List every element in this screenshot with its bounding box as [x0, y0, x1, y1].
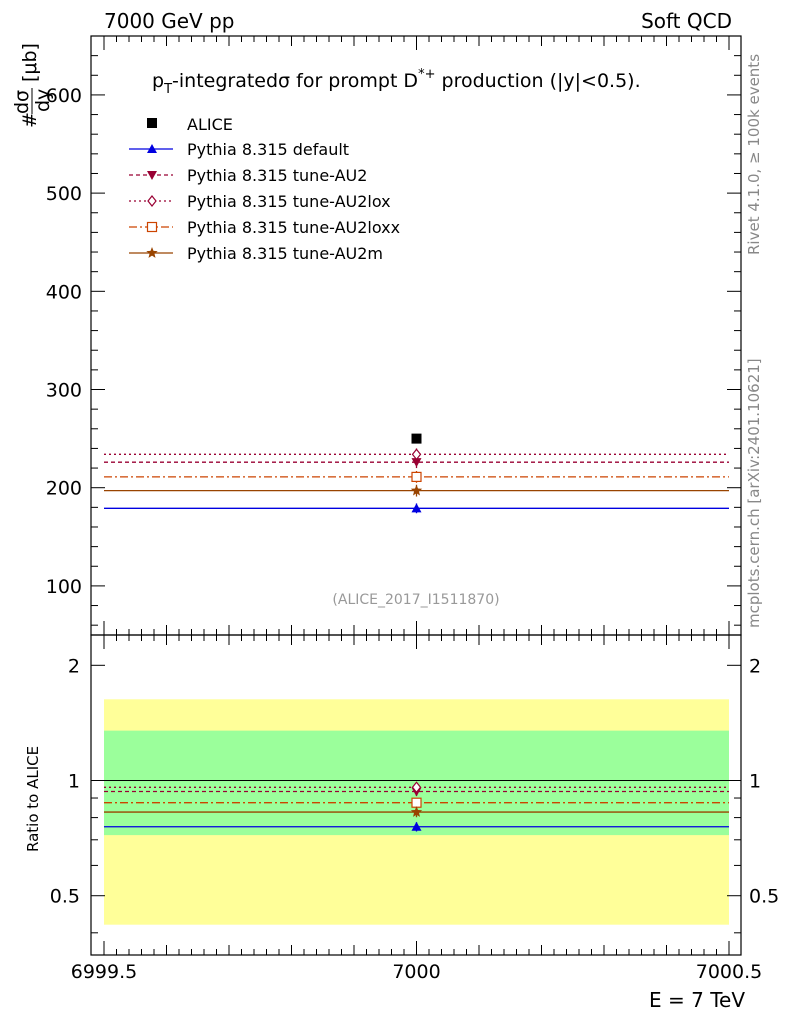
ratio-tick-label-right: 1: [749, 771, 761, 793]
x-tick-label: 7000: [392, 961, 440, 983]
legend-label-2: Pythia 8.315 tune-AU2lox: [187, 192, 391, 211]
ratio-tick-label-right: 2: [749, 655, 761, 677]
ratio-y-axis-label: Ratio to ALICE: [24, 746, 42, 852]
legend-label-0: Pythia 8.315 default: [187, 140, 349, 159]
series-point-2: [411, 448, 422, 461]
ratio-tick-label: 0.5: [50, 886, 80, 908]
y-tick-label: 300: [46, 380, 82, 402]
chart-title: pT-integratedσ for prompt D*+ production…: [152, 67, 641, 97]
mcplots-label: mcplots.cern.ch [arXiv:2401.10621]: [745, 358, 763, 628]
series-point-0: [411, 503, 422, 513]
rivet-label: Rivet 4.1.0, ≥ 100k events: [745, 54, 763, 255]
legend-marker-4: [146, 247, 158, 258]
svg-text:#: #: [19, 112, 41, 128]
series-point-1: [411, 458, 422, 468]
legend-label-alice: ALICE: [187, 115, 233, 134]
y-tick-label: 500: [46, 183, 82, 205]
ratio-tick-label-right: 0.5: [749, 886, 779, 908]
ratio-point-4: [410, 806, 423, 817]
legend: ALICE Pythia 8.315 default Pythia 8.315 tu…: [129, 115, 400, 263]
alice-data-point: [411, 433, 422, 444]
x-tick-label: 7000.5: [696, 961, 762, 983]
legend-label-4: Pythia 8.315 tune-AU2m: [187, 244, 383, 263]
svg-text:dσ: dσ: [11, 90, 33, 114]
analysis-watermark: (ALICE_2017_I1511870): [332, 592, 499, 608]
header-right: Soft QCD: [641, 9, 732, 33]
x-axis-label: E = 7 TeV: [649, 988, 745, 1012]
legend-marker-0: [147, 144, 157, 153]
y-tick-label: 600: [46, 85, 82, 107]
axes: 100 200 300 400 500 600 6999.5 7000 7000.5 0.5 0.5…: [46, 36, 779, 983]
legend-marker-2: [147, 195, 157, 207]
header-left: 7000 GeV pp: [104, 9, 235, 33]
ratio-point-3: [411, 797, 422, 808]
ratio-tick-label: 2: [68, 655, 80, 677]
main-series: [104, 433, 729, 514]
ratio-series: [104, 781, 729, 832]
legend-marker-3: [146, 221, 158, 233]
ratio-tick-label: 1: [68, 771, 80, 793]
legend-marker-1: [147, 171, 157, 180]
ratio-point-0: [411, 821, 422, 831]
series-point-4: [410, 484, 423, 496]
legend-label-3: Pythia 8.315 tune-AU2loxx: [187, 218, 400, 237]
legend-marker-alice: [147, 118, 157, 128]
y-tick-label: 100: [46, 576, 82, 598]
legend-label-1: Pythia 8.315 tune-AU2: [187, 166, 367, 185]
svg-text:[μb]: [μb]: [19, 43, 41, 82]
y-tick-label: 400: [46, 281, 82, 303]
svg-text:dy: dy: [32, 89, 54, 112]
y-tick-label: 200: [46, 478, 82, 500]
series-point-3: [411, 471, 422, 483]
y-axis-label: # dσ dy [μb]: [11, 43, 54, 128]
ratio-point-2: [411, 781, 422, 794]
x-tick-label: 6999.5: [71, 961, 137, 983]
